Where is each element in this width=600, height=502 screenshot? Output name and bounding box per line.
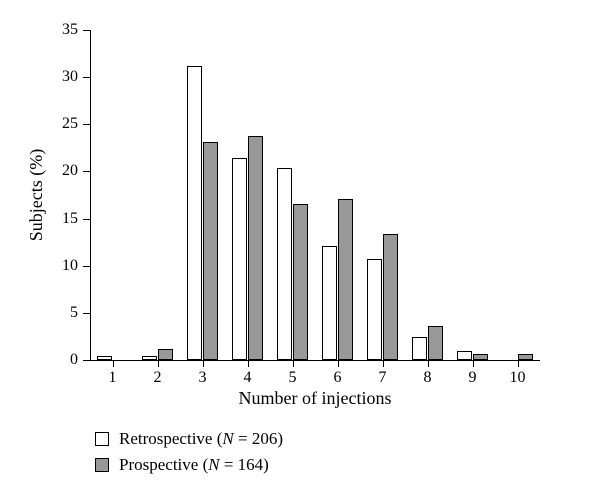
bar bbox=[383, 234, 398, 360]
bar bbox=[428, 326, 443, 360]
x-tick-label: 8 bbox=[424, 369, 432, 387]
bar bbox=[203, 142, 218, 360]
y-tick-label: 0 bbox=[38, 351, 78, 369]
x-tick bbox=[428, 360, 429, 367]
bar bbox=[248, 136, 263, 360]
x-tick bbox=[203, 360, 204, 367]
plot-area bbox=[90, 30, 540, 360]
x-tick-label: 4 bbox=[244, 369, 252, 387]
y-tick bbox=[83, 30, 90, 31]
y-tick bbox=[83, 360, 90, 361]
y-tick-label: 10 bbox=[38, 257, 78, 275]
bar bbox=[158, 349, 173, 360]
x-tick-label: 6 bbox=[334, 369, 342, 387]
y-tick bbox=[83, 266, 90, 267]
y-tick bbox=[83, 313, 90, 314]
legend-swatch bbox=[95, 458, 109, 472]
legend-label: Prospective (N = 164) bbox=[119, 455, 269, 475]
bar bbox=[367, 259, 382, 360]
y-tick bbox=[83, 124, 90, 125]
bar bbox=[232, 158, 247, 360]
x-tick-label: 3 bbox=[199, 369, 207, 387]
x-tick-label: 1 bbox=[109, 369, 117, 387]
x-tick bbox=[383, 360, 384, 367]
bar bbox=[338, 199, 353, 360]
x-tick bbox=[158, 360, 159, 367]
y-tick-label: 30 bbox=[38, 68, 78, 86]
y-tick-label: 20 bbox=[38, 162, 78, 180]
y-tick-label: 5 bbox=[38, 304, 78, 322]
x-tick-label: 10 bbox=[510, 369, 526, 387]
legend-swatch bbox=[95, 432, 109, 446]
chart-container: Subjects (%) Number of injections 051015… bbox=[0, 0, 600, 502]
x-tick-label: 5 bbox=[289, 369, 297, 387]
bar bbox=[457, 351, 472, 360]
y-tick bbox=[83, 219, 90, 220]
bar bbox=[187, 66, 202, 360]
x-tick bbox=[338, 360, 339, 367]
y-axis-line bbox=[90, 30, 91, 360]
bar bbox=[412, 337, 427, 360]
bar bbox=[293, 204, 308, 360]
bar bbox=[277, 168, 292, 360]
x-tick bbox=[518, 360, 519, 367]
y-tick-label: 35 bbox=[38, 21, 78, 39]
x-tick-label: 7 bbox=[379, 369, 387, 387]
x-tick-label: 9 bbox=[469, 369, 477, 387]
y-tick-label: 15 bbox=[38, 210, 78, 228]
x-axis-title: Number of injections bbox=[90, 388, 540, 409]
x-tick bbox=[113, 360, 114, 367]
y-tick bbox=[83, 171, 90, 172]
x-tick bbox=[248, 360, 249, 367]
bar bbox=[322, 246, 337, 360]
legend-label: Retrospective (N = 206) bbox=[119, 429, 283, 449]
x-tick-label: 2 bbox=[154, 369, 162, 387]
y-tick-label: 25 bbox=[38, 115, 78, 133]
x-tick bbox=[293, 360, 294, 367]
y-tick bbox=[83, 77, 90, 78]
x-tick bbox=[473, 360, 474, 367]
